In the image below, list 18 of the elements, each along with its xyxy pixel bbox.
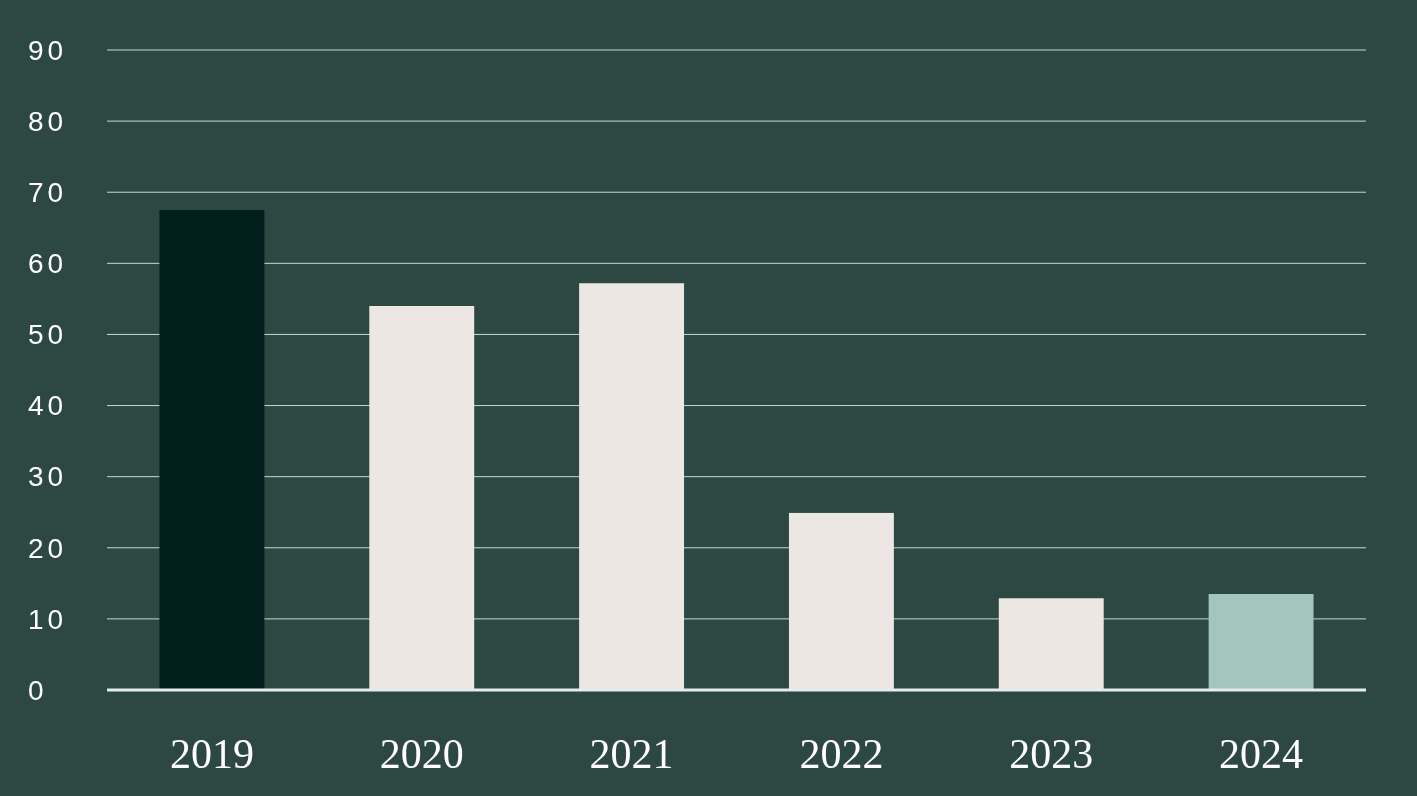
bar xyxy=(1208,594,1314,690)
x-tick-label: 2020 xyxy=(379,731,464,777)
y-tick-label: 80 xyxy=(28,105,68,137)
y-tick-label: 60 xyxy=(28,248,68,280)
y-tick-label: 70 xyxy=(28,177,68,209)
y-tick-label: 90 xyxy=(28,34,68,66)
x-tick-label: 2022 xyxy=(799,731,884,777)
y-tick-label: 40 xyxy=(28,390,68,422)
y-tick-label: 50 xyxy=(28,319,68,351)
x-tick-label: 2024 xyxy=(1219,731,1304,777)
x-tick-label: 2019 xyxy=(169,731,254,777)
y-tick-label: 10 xyxy=(28,603,68,635)
bar xyxy=(159,210,265,690)
y-tick-label: 0 xyxy=(28,674,48,706)
y-tick-label: 30 xyxy=(28,461,68,493)
x-tick-label: 2021 xyxy=(589,731,674,777)
y-tick-label: 20 xyxy=(28,532,68,564)
x-tick-label: 2023 xyxy=(1009,731,1094,777)
